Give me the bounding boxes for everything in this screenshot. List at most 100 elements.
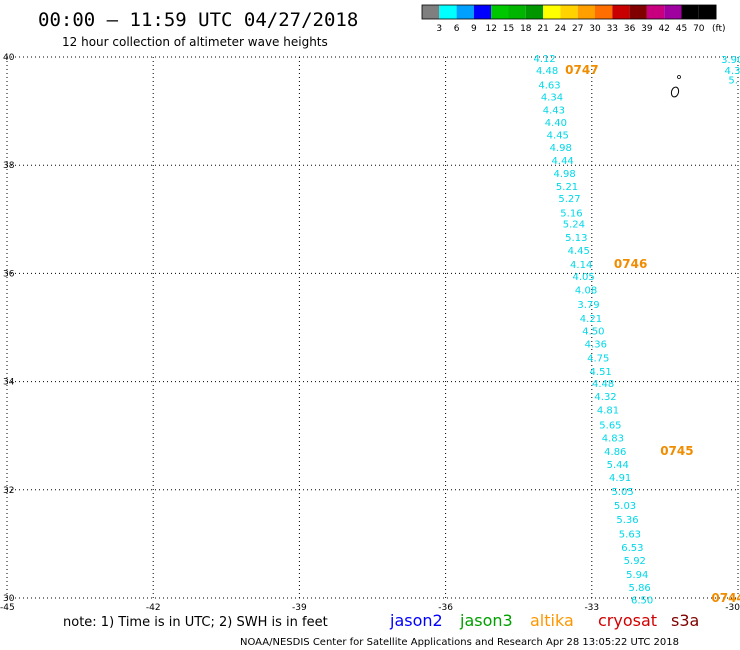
swh-value-label: 3.90 xyxy=(721,55,740,66)
scale-tick-label: 3 xyxy=(436,24,442,34)
swh-value-label: 4.44 xyxy=(552,156,574,167)
scale-tick-label: 36 xyxy=(624,24,636,34)
x-tick-label: -42 xyxy=(146,603,161,613)
y-axis-ticks: 40 38 36 34 32 30 xyxy=(3,53,15,604)
swh-value-label: 4.34 xyxy=(541,92,563,103)
scale-swatch xyxy=(698,5,717,19)
swh-value-label: 5.92 xyxy=(624,556,646,567)
swh-value-label: 5.44 xyxy=(607,460,629,471)
legend-entry: jason3 xyxy=(459,611,513,630)
scale-unit: (ft) xyxy=(712,24,726,34)
swh-value-label: 4.14 xyxy=(570,260,592,271)
pass-time-label: 0746 xyxy=(614,257,647,271)
swh-value-label: 4.05 xyxy=(572,272,594,283)
legend-entry: jason2 xyxy=(389,611,443,630)
chart-title: 00:00 – 11:59 UTC 04/27/2018 xyxy=(38,9,358,31)
swh-value-label: 6.50 xyxy=(631,596,653,607)
swh-value-label: 5.24 xyxy=(563,220,585,231)
scale-tick-label: 70 xyxy=(693,24,705,34)
swh-value-label: 4.98 xyxy=(550,143,572,154)
swh-value-label: 4.08 xyxy=(575,286,597,297)
pass-time-labels: 0747 0746 0745 0744 xyxy=(565,63,740,605)
scale-swatch xyxy=(560,5,578,19)
scale-swatch xyxy=(543,5,561,19)
swh-value-label: 4.98 xyxy=(553,169,575,180)
x-tick-label: -33 xyxy=(584,603,599,613)
swh-value-label: 6.53 xyxy=(621,543,643,554)
chart-subtitle: 12 hour collection of altimeter wave hei… xyxy=(62,35,328,49)
scale-tick-label: 33 xyxy=(607,24,618,34)
swh-value-label: 5.05 xyxy=(611,487,633,498)
scale-tick-label: 30 xyxy=(589,24,601,34)
swh-value-label: 5.03 xyxy=(614,501,636,512)
x-tick-label: -30 xyxy=(725,603,740,613)
legend-entry: cryosat xyxy=(598,611,657,630)
swh-value-label: 4.21 xyxy=(580,314,602,325)
y-tick-label: 34 xyxy=(3,378,15,388)
scale-swatch xyxy=(612,5,630,19)
swh-value-label: 5.36 xyxy=(616,515,638,526)
scale-tick-label: 18 xyxy=(520,24,532,34)
swh-value-label: 4.81 xyxy=(597,406,619,417)
y-tick-label: 38 xyxy=(3,161,15,171)
swh-value-label: 5.13 xyxy=(565,233,587,244)
wave-height-color-scale: 3 6 9 12 15 18 21 24 27 30 33 36 39 42 45 70 xyxy=(421,4,717,34)
scale-swatch xyxy=(439,5,457,19)
swh-value-label: 5. xyxy=(728,76,738,87)
scale-tick-label: 42 xyxy=(658,24,669,34)
scale-tick-label: 12 xyxy=(485,24,496,34)
island-outline xyxy=(670,75,681,98)
scale-swatch xyxy=(473,5,492,19)
swh-value-label: 4.63 xyxy=(538,81,560,92)
scale-swatch xyxy=(508,5,526,19)
swh-value-label: 4.32 xyxy=(594,392,616,403)
scale-swatch xyxy=(646,5,665,19)
swh-value-label: 4.12 xyxy=(534,54,556,65)
swh-value-label: 4.91 xyxy=(609,473,631,484)
swh-value-label: 5.94 xyxy=(626,570,648,581)
scale-swatch xyxy=(629,5,647,19)
footer-credit: NOAA/NESDIS Center for Satellite Applica… xyxy=(240,637,679,648)
scale-swatch xyxy=(681,5,699,19)
scale-tick-label: 6 xyxy=(454,24,460,34)
footer-note: note: 1) Time is in UTC; 2) SWH is in fe… xyxy=(63,615,328,630)
swh-value-label: 5.63 xyxy=(619,530,641,541)
x-tick-label: -39 xyxy=(292,603,307,613)
pass-time-label: 0744 xyxy=(711,591,740,605)
scale-tick-label: 39 xyxy=(641,24,653,34)
pass-time-label: 0745 xyxy=(660,444,693,458)
scale-swatch xyxy=(491,5,509,19)
scale-tick-label: 27 xyxy=(572,24,583,34)
swh-value-label: 4.51 xyxy=(590,367,612,378)
y-tick-label: 32 xyxy=(3,486,14,496)
scale-tick-label: 9 xyxy=(471,24,477,34)
swh-value-label: 5.86 xyxy=(629,583,651,594)
scale-swatch xyxy=(456,5,474,19)
swh-value-label: 4.48 xyxy=(536,66,558,77)
y-tick-label: 30 xyxy=(3,594,15,604)
swh-value-label: 5.65 xyxy=(599,420,621,431)
swh-value-label: 5.27 xyxy=(558,194,580,205)
swh-value-label: 4.45 xyxy=(568,246,590,257)
swh-value-label: 4.3 xyxy=(725,66,740,77)
swh-value-label: 4.75 xyxy=(587,353,609,364)
swh-value-label: 5.16 xyxy=(560,208,582,219)
x-tick-label: -45 xyxy=(0,603,15,613)
pass-time-label: 0747 xyxy=(565,63,598,77)
scale-swatch xyxy=(422,5,440,19)
swh-value-label: 3.79 xyxy=(577,300,599,311)
y-tick-label: 40 xyxy=(3,53,15,63)
swh-value-label: 4.83 xyxy=(602,433,624,444)
swh-value-label: 4.50 xyxy=(582,327,604,338)
legend-entry: altika xyxy=(530,611,574,630)
swh-value-label: 4.45 xyxy=(547,130,569,141)
scale-swatch xyxy=(577,5,595,19)
swh-points: 4.124.484.634.344.434.404.454.984.444.98… xyxy=(534,54,740,607)
satellite-legend: jason2 jason3 altika cryosat s3a xyxy=(389,611,699,630)
swh-value-label: 4.86 xyxy=(604,447,626,458)
legend-entry: s3a xyxy=(671,611,699,630)
scale-frame xyxy=(421,4,717,20)
swh-value-label: 4.40 xyxy=(545,118,567,129)
scale-swatch xyxy=(525,5,544,19)
